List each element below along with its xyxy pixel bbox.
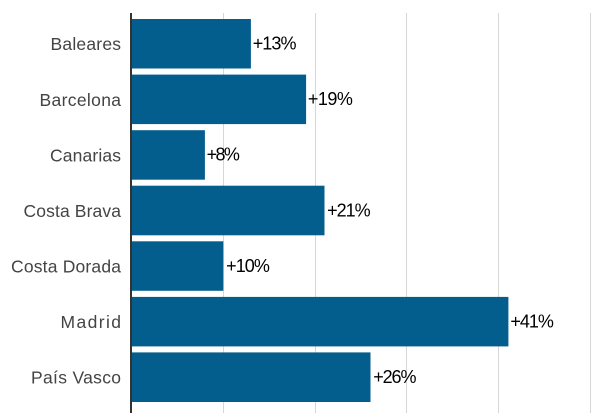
svg-text:Baleares: Baleares (51, 34, 122, 54)
svg-text:+13%: +13% (253, 34, 297, 54)
svg-text:+41%: +41% (510, 311, 554, 331)
svg-text:Canarias: Canarias (50, 145, 121, 165)
svg-text:Barcelona: Barcelona (40, 90, 122, 110)
svg-text:Costa Dorada: Costa Dorada (11, 257, 121, 277)
svg-text:+10%: +10% (226, 256, 270, 276)
svg-text:Madrid: Madrid (61, 312, 122, 332)
svg-text:+21%: +21% (327, 200, 371, 220)
svg-text:+8%: +8% (207, 145, 240, 165)
svg-text:Costa Brava: Costa Brava (24, 201, 122, 221)
svg-text:+26%: +26% (373, 367, 416, 387)
svg-text:País Vasco: País Vasco (31, 368, 121, 388)
svg-text:+19%: +19% (308, 89, 353, 109)
